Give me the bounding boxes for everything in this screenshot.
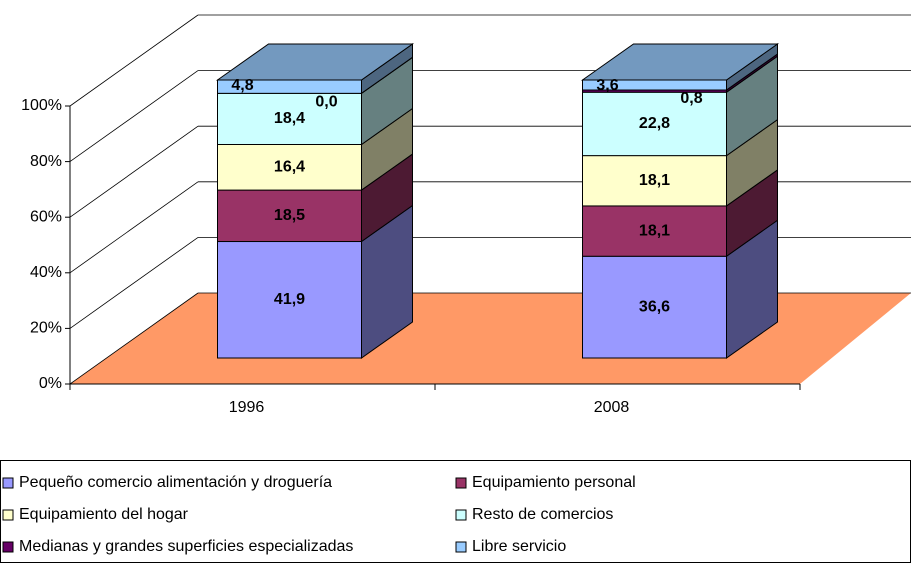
y-tick-label: 20% [30,320,62,337]
bar-top [215,43,415,81]
legend-label: Pequeño comercio alimentación y droguerí… [19,474,332,491]
legend-swatch [2,477,14,489]
legend-label: Equipamiento del hogar [19,506,189,523]
y-tick-label: 60% [30,208,62,225]
legend-swatch [2,509,14,521]
legend-swatch [455,509,467,521]
bar-segment [217,143,362,191]
legend-label: Libre servicio [472,538,566,555]
grid-line [69,14,199,107]
value-label: 18,4 [274,110,305,127]
y-tick-label: 80% [30,153,62,170]
bar-top [580,43,780,81]
value-label: 16,4 [274,159,305,176]
value-label: 0,0 [315,94,337,111]
legend-label: Equipamiento personal [472,474,636,491]
bar-segment [217,241,362,359]
floor [70,293,911,384]
grid-line [69,181,199,274]
bar-segment [582,205,727,257]
x-tick-label: 1996 [229,399,265,416]
x-tick-label: 2008 [594,399,630,416]
value-label: 22,8 [639,115,670,132]
value-label: 4,8 [231,77,253,94]
legend-label: Medianas y grandes superficies especiali… [19,538,353,555]
legend-label: Resto de comercios [472,506,613,523]
bar-segment [217,189,362,243]
bar-segment [582,91,727,157]
grid-line [69,125,199,218]
y-tick-label: 100% [21,97,62,114]
bar-segment [582,155,727,207]
value-label: 18,1 [639,172,670,189]
grid-line [69,70,199,162]
bar-segment [582,255,727,359]
legend-swatch [455,541,467,553]
legend-swatch [2,541,14,553]
legend-swatch [455,477,467,489]
value-label: 36,6 [639,298,670,315]
y-tick-label: 40% [30,264,62,281]
grid-line [69,292,199,385]
y-tick-label: 0% [39,375,62,392]
value-label: 41,9 [274,291,305,308]
value-label: 18,1 [639,222,670,239]
grid-line [69,237,199,329]
value-label: 0,8 [680,90,702,107]
value-label: 18,5 [274,207,305,224]
value-label: 3,6 [596,77,618,94]
